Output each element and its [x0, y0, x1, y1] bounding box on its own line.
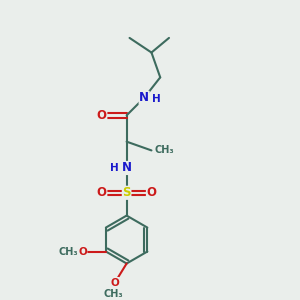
- Text: N: N: [122, 161, 132, 175]
- Text: H: H: [110, 163, 119, 173]
- Text: CH₃: CH₃: [154, 146, 174, 155]
- Text: O: O: [146, 186, 157, 199]
- Text: CH₃: CH₃: [104, 289, 123, 298]
- Text: CH₃: CH₃: [58, 247, 78, 256]
- Text: O: O: [78, 247, 87, 256]
- Text: O: O: [97, 109, 107, 122]
- Text: O: O: [111, 278, 119, 287]
- Text: H: H: [152, 94, 161, 104]
- Text: N: N: [139, 91, 149, 104]
- Text: O: O: [97, 186, 107, 199]
- Text: S: S: [122, 186, 131, 199]
